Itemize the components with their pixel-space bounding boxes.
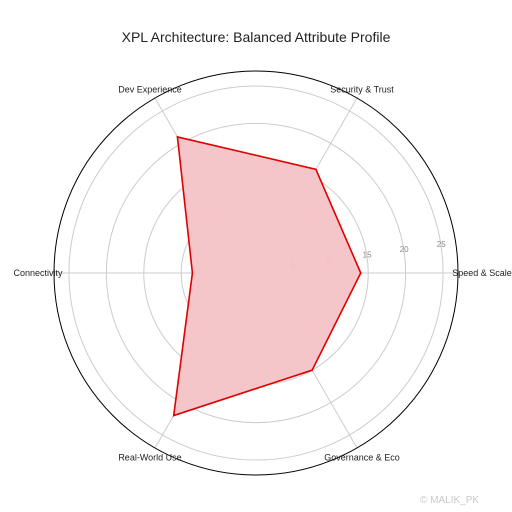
data-point	[172, 414, 175, 417]
axis-label: Real-World Use	[118, 453, 181, 463]
radar-series	[172, 135, 362, 417]
tick-label: 20	[400, 245, 409, 254]
data-point	[176, 136, 179, 138]
axis-label: Connectivity	[13, 268, 63, 278]
chart-title: XPL Architecture: Balanced Attribute Pro…	[122, 29, 391, 45]
data-point	[191, 272, 194, 274]
outer-ring	[53, 70, 459, 476]
data-point	[359, 272, 362, 274]
axis-label: Speed & Scale	[452, 268, 512, 278]
axis-label: Dev Experience	[118, 84, 182, 94]
axis-label: Governance & Eco	[324, 453, 400, 463]
data-point	[311, 369, 313, 371]
watermark-text: © MALIK_PK	[420, 495, 480, 506]
data-point	[315, 168, 317, 171]
tick-label: 15	[363, 250, 372, 259]
tick-label: 25	[437, 240, 446, 249]
series-polygon	[172, 135, 362, 417]
axis-label: Security & Trust	[330, 84, 394, 94]
axis-labels: Speed & Scale Security & Trust Dev Experie…	[13, 84, 511, 462]
